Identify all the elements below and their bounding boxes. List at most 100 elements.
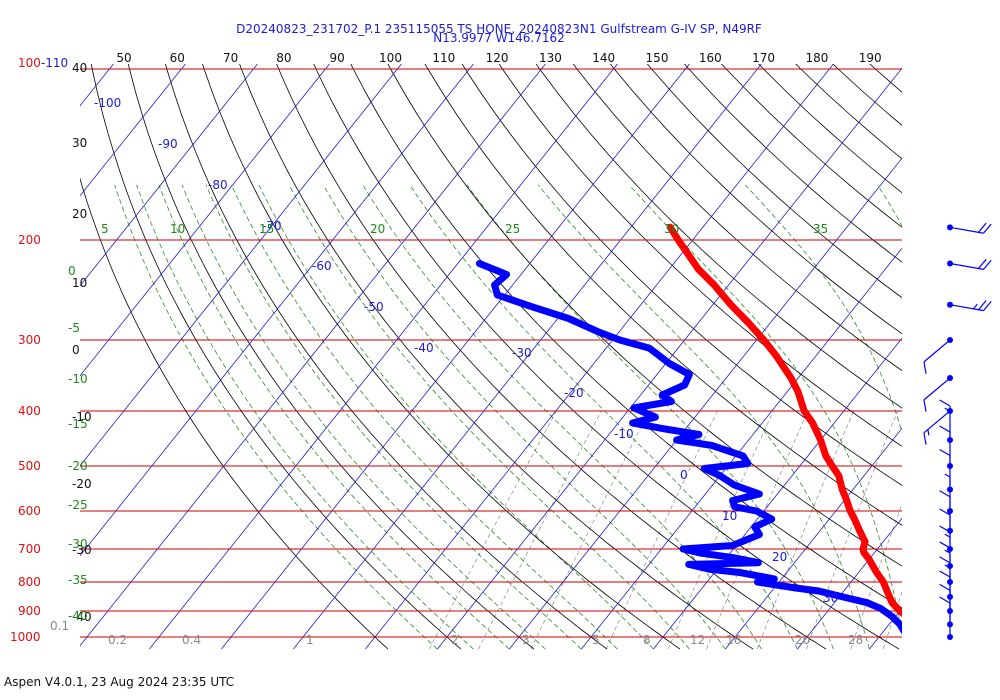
dry-adiabat-line [572,64,902,372]
wind-barb [939,425,953,470]
top-scale-label: 180 [805,51,828,65]
wind-barb [939,570,953,615]
dry-adiabat-line [646,64,902,299]
isotherm-line [725,427,902,650]
moist-adiabat-left-label: -10 [68,372,88,386]
dry-adiabat-line [80,177,389,650]
mixing-ratio-label: 5 [592,633,600,647]
isotherm-label: 20 [772,550,787,564]
top-scale-label: 110 [432,51,455,65]
top-scale-label: 60 [170,51,185,65]
isotherm-line [80,64,474,557]
height-label: -40 [72,610,92,624]
isotherm-line [149,64,618,650]
isotherm-label: -90 [158,137,178,151]
moist-adiabat-line [322,184,726,650]
moist-adiabat-left-label: -20 [68,459,88,473]
dry-adiabat-line [498,64,902,447]
top-scale-label: 130 [539,51,562,65]
pressure-tick-label: 200 [18,233,41,247]
dry-adiabat-line [350,64,902,609]
chart-subtitle: N13.9977 W146.7162 [433,31,565,45]
pressure-tick-label: 500 [18,459,41,473]
height-label: 30 [72,136,87,150]
top-scale-label: 70 [223,51,238,65]
mixing-ratio-line [949,411,1000,649]
mixing-ratio-line [756,410,854,650]
isotherm-label: 30 [823,591,838,605]
moist-adiabat-line [628,184,902,634]
moist-adiabat-left-label: -30 [68,537,88,551]
isotherm-label: -50 [364,300,384,314]
moist-adiabat-left-label: -5 [68,321,80,335]
isotherm-label: -60 [312,259,332,273]
moist-adiabat-top-label: 5 [101,222,109,236]
isotherm-line [797,517,902,650]
top-scale-label: 160 [699,51,722,65]
mixing-ratio-label: 1 [306,633,314,647]
moist-adiabat-left-label: -25 [68,498,88,512]
height-label: -20 [72,477,92,491]
pressure-tick-label: 1000 [10,630,41,644]
mixing-ratio-label: 2 [451,633,459,647]
moist-adiabat-line [136,184,474,650]
mixing-ratio-line [850,503,902,650]
isotherm-label: -70 [262,219,282,233]
dry-adiabat-line [165,64,608,650]
dry-adiabat-line [313,64,900,650]
dry-adiabat-line [795,64,902,160]
mixing-ratio-line [805,410,899,650]
isotherm-line [365,64,834,650]
mixing-ratio-label: 20 [795,633,810,647]
moist-adiabat-left-label: 0 [68,264,76,278]
isotherm-line [509,157,902,650]
dry-adiabat-line [127,64,535,650]
dry-adiabat-line [920,43,1000,649]
moist-adiabat-top-label: 25 [505,222,520,236]
dewpoint-profile [475,260,902,635]
dry-adiabat-line [535,64,902,409]
isotherm-label: -80 [208,178,228,192]
isotherm-label: -10 [614,427,634,441]
footer-text: Aspen V4.0.1, 23 Aug 2024 23:35 UTC [4,675,234,689]
dry-adiabat-line [202,64,681,650]
isotherm-line [80,64,402,467]
wind-barb [939,449,953,493]
dry-adiabat-line [956,43,1000,649]
moist-adiabat-line [362,184,762,650]
height-label: 10 [72,276,87,290]
dry-adiabat-line [832,64,902,126]
isotherm-line [80,64,258,287]
moist-adiabat-line [744,184,902,434]
isotherm-label: 10 [722,509,737,523]
top-scale-label: 120 [486,51,509,65]
height-label: 0 [72,343,80,357]
isotherm-label: -40 [414,341,434,355]
isotherm-line [80,64,546,647]
mixing-ratio-label: 0.4 [182,633,201,647]
dry-adiabat-line [424,64,902,526]
moist-adiabat-left-label: -35 [68,573,88,587]
top-scale-label: 170 [752,51,775,65]
top-scale-label: 80 [276,51,291,65]
moist-adiabat-line [181,184,546,650]
top-scale-label: 140 [592,51,615,65]
mixing-ratio-label: 0.2 [108,633,127,647]
height-label: -30 [72,543,92,557]
wind-barb [944,473,953,514]
mixing-ratio-line [478,410,602,650]
pressure-tick-label: 800 [18,575,41,589]
mixing-ratio-line [667,410,774,650]
height-label: 40 [72,61,87,75]
mixing-ratio-label: 12 [690,633,705,647]
moist-adiabat-top-label: 20 [370,222,385,236]
top-scale-label: 100 [379,51,402,65]
dry-adiabat-line [90,64,462,650]
isotherm-line [437,67,902,650]
pressure-tick-label: 900 [18,604,41,618]
isotherm-line [80,64,330,377]
isotherm-label: -30 [512,346,532,360]
mixing-ratio-label: 8 [643,633,651,647]
wind-barb [947,258,992,270]
moist-adiabat-line [158,184,510,650]
